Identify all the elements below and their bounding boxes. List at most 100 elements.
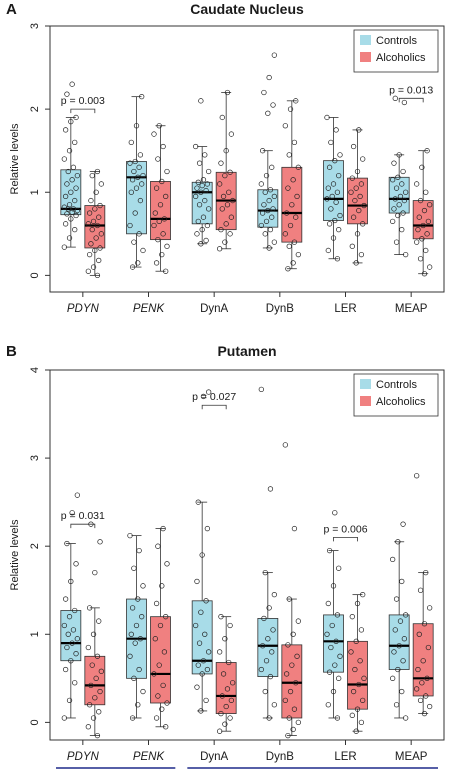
data-point [295, 618, 301, 624]
data-point [350, 143, 357, 150]
data-point [228, 214, 235, 220]
data-point [163, 268, 169, 274]
data-point [73, 114, 79, 121]
data-point [219, 693, 225, 699]
data-point [282, 697, 288, 704]
x-tick-label: LER [334, 751, 356, 763]
data-point [194, 578, 200, 585]
data-point [403, 189, 409, 195]
data-point [282, 442, 288, 448]
data-point [98, 231, 104, 237]
data-point [326, 221, 333, 227]
chart-title: Putamen [217, 343, 276, 359]
data-point [414, 473, 420, 479]
data-point [73, 651, 79, 657]
data-point [157, 202, 164, 208]
data-point [417, 256, 424, 262]
data-point [155, 543, 161, 549]
data-point [353, 185, 359, 191]
data-point [396, 643, 402, 649]
data-point [151, 671, 157, 677]
data-point [226, 659, 232, 666]
data-point [356, 207, 362, 214]
data-point [293, 214, 299, 220]
data-point [156, 662, 162, 668]
data-point [88, 241, 94, 247]
data-point [360, 697, 366, 704]
data-point [350, 688, 357, 695]
data-point [133, 185, 140, 191]
data-point [219, 206, 225, 212]
data-point [159, 583, 165, 589]
data-point [324, 631, 330, 637]
y-tick-label: 3 [29, 23, 41, 29]
data-point [204, 181, 211, 187]
data-point [163, 193, 169, 200]
data-point [290, 726, 296, 733]
data-point [194, 684, 200, 690]
data-point [200, 658, 207, 664]
data-point [423, 247, 429, 254]
data-point [399, 688, 405, 695]
data-point [127, 653, 133, 659]
data-point [403, 612, 409, 618]
data-point [271, 591, 277, 598]
data-point [271, 193, 277, 200]
data-point [94, 168, 101, 175]
legend-entry-label: Controls [376, 379, 417, 391]
data-point [354, 231, 361, 237]
data-point [198, 189, 204, 195]
data-point [294, 653, 300, 659]
data-point [136, 164, 142, 170]
data-point [417, 697, 424, 704]
data-point [421, 710, 428, 717]
data-point [90, 631, 97, 637]
p-value-annotation: p = 0.031 [61, 510, 105, 529]
data-point [131, 239, 137, 245]
data-point [159, 706, 165, 712]
data-point [352, 197, 358, 204]
box-controls-dynb [257, 386, 279, 721]
data-point [86, 605, 93, 611]
data-point [261, 202, 267, 208]
panel-label: B [6, 343, 17, 360]
data-point [89, 662, 95, 668]
data-point [390, 675, 396, 681]
data-point [157, 622, 164, 629]
data-point [66, 202, 73, 208]
data-point [258, 222, 264, 229]
y-axis-label: Relative levels [9, 519, 21, 590]
data-point [332, 217, 338, 224]
data-point [127, 532, 133, 539]
data-point [228, 697, 235, 704]
data-point [155, 156, 161, 162]
data-point [62, 596, 69, 602]
data-point [70, 206, 77, 212]
box-iqr [388, 614, 410, 670]
data-point [196, 160, 203, 166]
data-point [354, 600, 361, 607]
data-point [287, 106, 294, 112]
data-point [64, 181, 70, 187]
data-point [196, 202, 203, 208]
legend-entry-label: Alcoholics [376, 396, 426, 408]
data-point [325, 185, 331, 191]
data-point [330, 688, 337, 695]
data-point [261, 615, 267, 622]
data-point [61, 715, 67, 721]
data-point [131, 168, 137, 175]
data-point [271, 702, 277, 708]
data-point [417, 587, 424, 593]
data-point [356, 681, 362, 688]
data-point [72, 139, 78, 146]
plot-frame [49, 369, 445, 741]
data-point [390, 218, 396, 224]
data-point [164, 243, 170, 249]
data-point [324, 114, 330, 121]
data-point [62, 666, 69, 673]
data-point [295, 719, 301, 726]
box-controls-penk [126, 532, 147, 721]
data-point [68, 216, 74, 222]
data-point [266, 74, 272, 81]
data-point [421, 621, 428, 627]
